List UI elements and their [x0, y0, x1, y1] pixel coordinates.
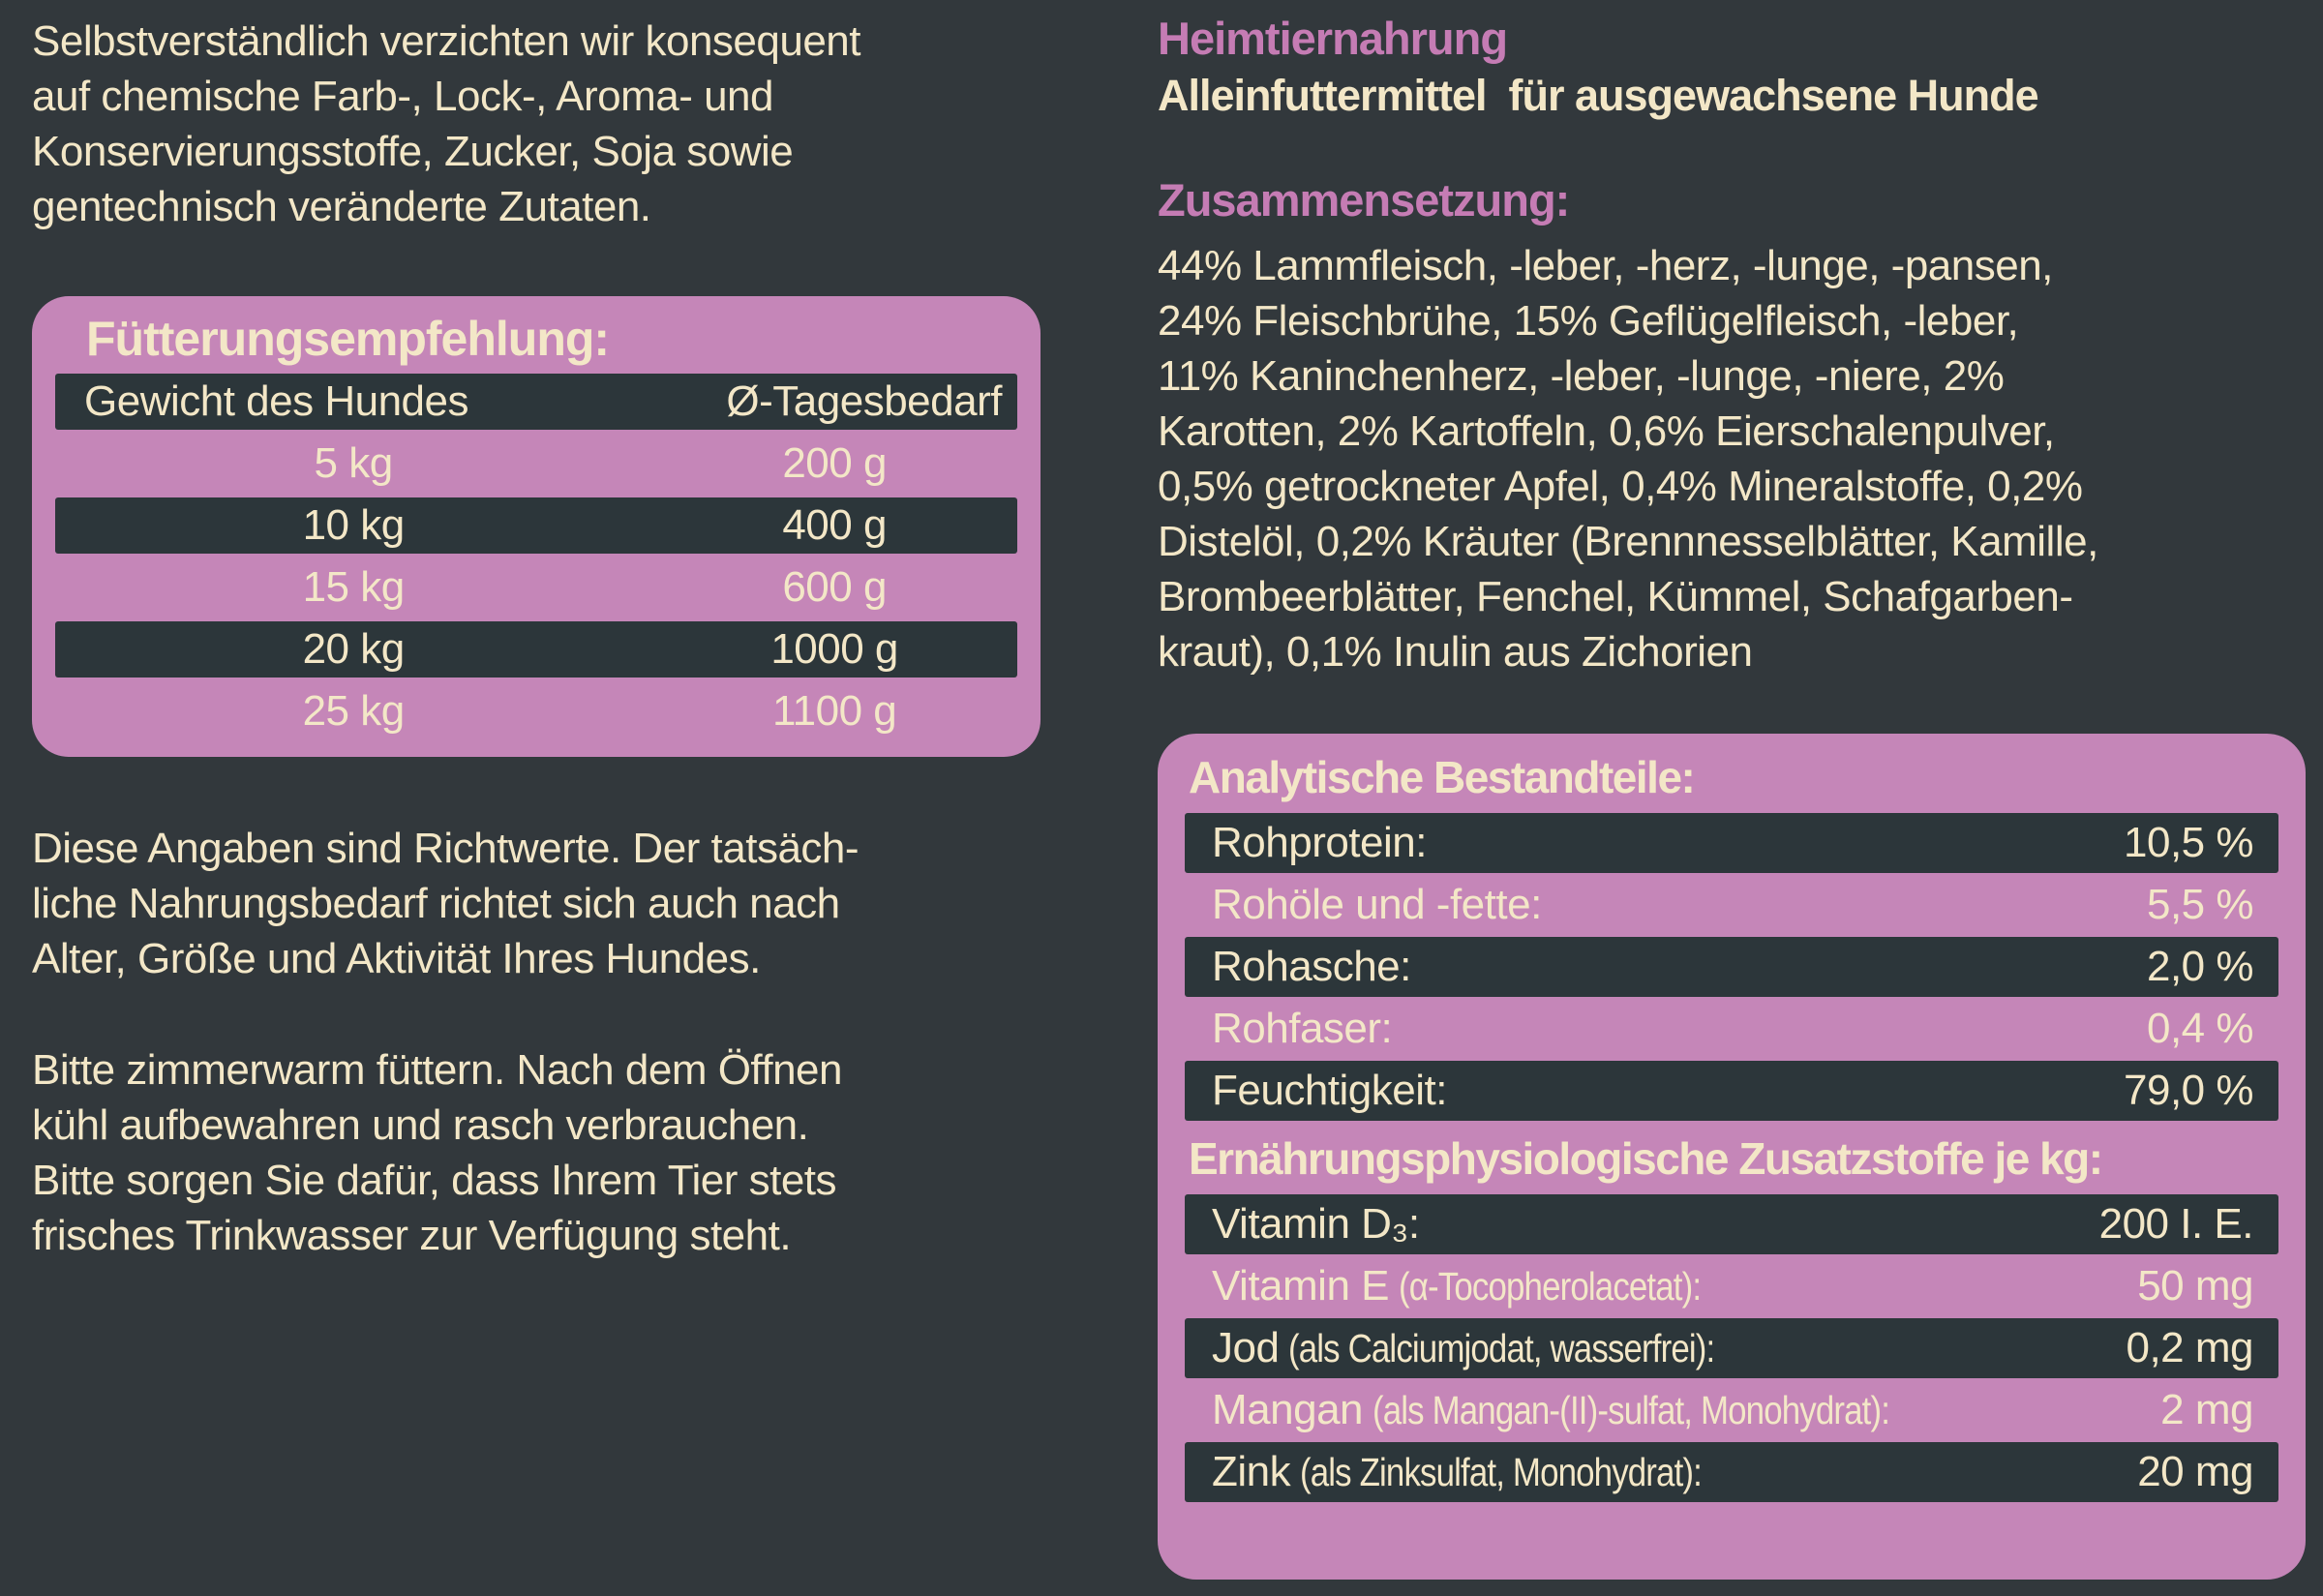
analysis-value: 5,5 % [2146, 881, 2254, 928]
analysis-label: Rohprotein: [1212, 819, 1427, 866]
weight-cell: 15 kg [302, 563, 406, 611]
additive-row: Mangan (als Mangan-(II)-sulfat, Monohydra… [1185, 1386, 2278, 1434]
feeding-table-row: 20 kg 1000 g [55, 621, 1017, 678]
additive-detail: (als Zinksulfat, Monohydrat): [1300, 1450, 1703, 1494]
composition-title: Zusammensetzung: [1158, 174, 1570, 226]
additives-table: Vitamin D₃: 200 I. E. Vitamin E (α-Tocoph… [1185, 1194, 2278, 1502]
feeding-col-header-weight: Gewicht des Hundes [84, 377, 469, 425]
additive-name: Vitamin D₃: [1212, 1200, 1420, 1248]
analysis-row: Feuchtigkeit: 79,0 % [1185, 1061, 2278, 1121]
analysis-value: 79,0 % [2124, 1067, 2253, 1114]
feeding-table-row: 5 kg 200 g [55, 436, 1017, 492]
additives-title: Ernährungsphysiologische Zusatzstoffe je… [1189, 1133, 2103, 1184]
additive-label: Zink (als Zinksulfat, Monohydrat): [1212, 1448, 1772, 1496]
additive-name: Jod [1212, 1324, 1280, 1371]
amount-cell: 1100 g [771, 687, 897, 735]
intro-paragraph: Selbstverständlich verzichten wir konseq… [32, 17, 861, 230]
additive-row: Zink (als Zinksulfat, Monohydrat): 20 mg [1185, 1442, 2278, 1502]
weight-cell: 10 kg [302, 501, 406, 549]
amount-cell: 600 g [782, 563, 887, 611]
additive-label: Vitamin E (α-Tocopherolacetat): [1212, 1262, 1754, 1310]
right-column: Heimtiernahrung Alleinfuttermittel für a… [1158, 14, 2306, 1580]
feeding-table-header-row: Gewicht des Hundes Ø-Tagesbedarf [55, 374, 1017, 430]
additive-name: Zink [1212, 1448, 1291, 1495]
analysis-table: Rohprotein: 10,5 % Rohöle und -fette: 5,… [1185, 813, 2278, 1121]
analysis-label: Rohfaser: [1212, 1005, 1393, 1052]
additive-value: 200 I. E. [2098, 1200, 2254, 1248]
amount-cell: 200 g [782, 439, 887, 487]
feeding-table-title: Fütterungsempfehlung: [86, 312, 610, 366]
feeding-table-row: 15 kg 600 g [55, 559, 1017, 616]
additive-label: Mangan (als Mangan-(II)-sulfat, Monohydra… [1212, 1386, 1980, 1434]
additive-detail: (als Mangan-(II)-sulfat, Monohydrat): [1373, 1388, 1890, 1432]
weight-cell: 5 kg [314, 439, 394, 487]
storage-instructions-paragraph: Bitte zimmerwarm füttern. Nach dem Öffne… [32, 1046, 842, 1259]
additive-detail: (als Calciumjodat, wasserfrei): [1288, 1326, 1715, 1370]
analysis-row: Rohprotein: 10,5 % [1185, 813, 2278, 873]
composition-paragraph: 44% Lammfleisch, -leber, -herz, -lunge, … [1158, 242, 2098, 676]
weight-cell: 20 kg [302, 625, 406, 673]
additive-name: Vitamin E [1212, 1262, 1390, 1310]
feeding-recommendation-panel: Fütterungsempfehlung: Gewicht des Hundes… [32, 296, 1041, 757]
analysis-label: Feuchtigkeit: [1212, 1067, 1447, 1114]
guideline-note-paragraph: Diese Angaben sind Richtwerte. Der tatsä… [32, 825, 860, 982]
analysis-row: Rohöle und -fette: 5,5 % [1185, 881, 2278, 929]
left-column: Selbstverständlich verzichten wir konseq… [32, 14, 1135, 1263]
analysis-value: 10,5 % [2124, 819, 2253, 866]
additive-row: Vitamin E (α-Tocopherolacetat): 50 mg [1185, 1262, 2278, 1310]
analysis-label: Rohasche: [1212, 943, 1411, 990]
analysis-value: 0,4 % [2146, 1005, 2254, 1052]
additive-row: Jod (als Calciumjodat, wasserfrei): 0,2 m… [1185, 1318, 2278, 1378]
weight-cell: 25 kg [302, 687, 406, 735]
analysis-value: 2,0 % [2146, 943, 2254, 990]
additive-label: Vitamin D₃: [1212, 1200, 1430, 1249]
feeding-col-header-daily-need: Ø-Tagesbedarf [726, 377, 1002, 425]
additive-label: Jod (als Calciumjodat, wasserfrei): [1212, 1324, 1791, 1372]
additive-value: 2 mg [2160, 1386, 2253, 1433]
additive-value: 20 mg [2137, 1448, 2253, 1495]
amount-cell: 1000 g [770, 625, 898, 673]
additive-detail: (α-Tocopherolacetat): [1399, 1264, 1702, 1309]
feeding-table-row: 25 kg 1100 g [55, 683, 1017, 739]
additive-row: Vitamin D₃: 200 I. E. [1185, 1194, 2278, 1254]
analysis-row: Rohfaser: 0,4 % [1185, 1005, 2278, 1053]
product-type-heading: Alleinfuttermittel für ausgewachsene Hun… [1158, 71, 2039, 120]
amount-cell: 400 g [782, 501, 887, 549]
category-heading: Heimtiernahrung [1158, 13, 1508, 64]
analytical-components-panel: Analytische Bestandteile: Rohprotein: 10… [1158, 734, 2306, 1580]
analysis-row: Rohasche: 2,0 % [1185, 937, 2278, 997]
additive-value: 0,2 mg [2126, 1324, 2253, 1371]
feeding-table-row: 10 kg 400 g [55, 497, 1017, 554]
feeding-table: Gewicht des Hundes Ø-Tagesbedarf 5 kg 20… [55, 374, 1017, 739]
analysis-label: Rohöle und -fette: [1212, 881, 1542, 928]
analysis-title: Analytische Bestandteile: [1189, 752, 1696, 802]
additive-name: Mangan [1212, 1386, 1364, 1433]
additive-value: 50 mg [2137, 1262, 2253, 1310]
